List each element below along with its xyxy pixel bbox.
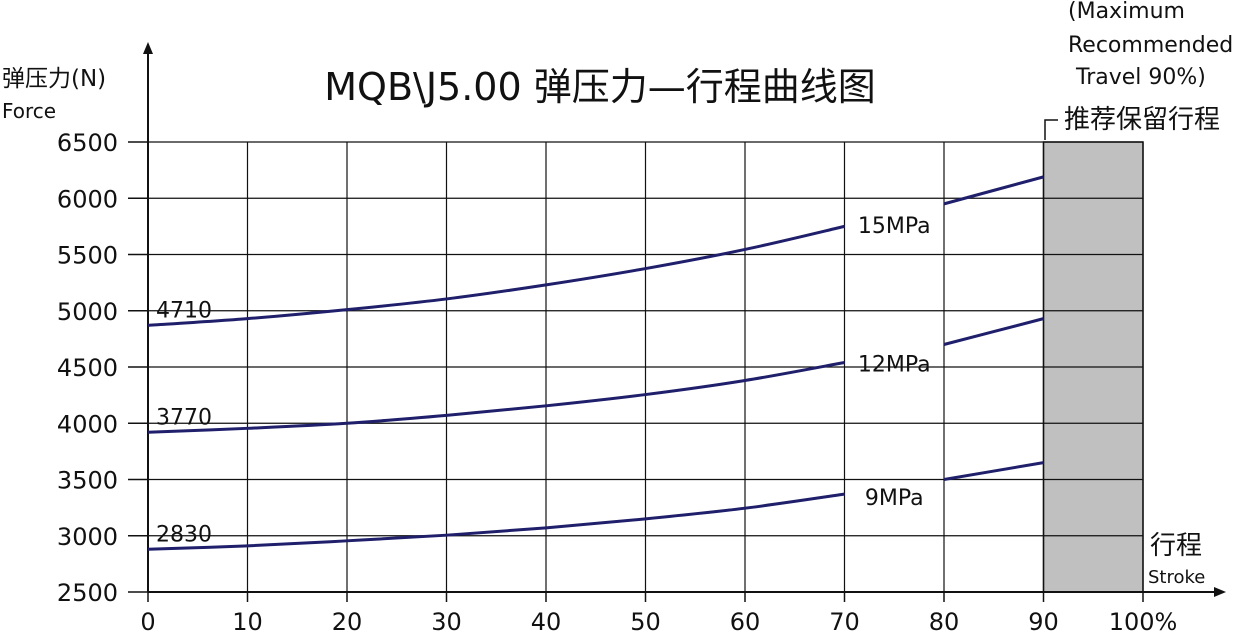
series-start-label: 4710 xyxy=(156,298,212,323)
chart-title: MQB\J5.00 弹压力—行程曲线图 xyxy=(324,65,875,109)
x-tick-label: 30 xyxy=(431,608,462,634)
y-tick-label: 4000 xyxy=(57,410,118,438)
y-axis-label-en: Force xyxy=(2,99,56,123)
y-tick-label: 3500 xyxy=(57,467,118,495)
series-line xyxy=(943,175,1044,206)
series-start-label: 2830 xyxy=(156,522,212,547)
y-tick-label: 6000 xyxy=(57,185,118,213)
y-tick-label: 2500 xyxy=(57,579,118,607)
x-tick-label: 90 xyxy=(1028,608,1059,634)
reserve-label: 推荐保留行程 xyxy=(1064,105,1220,135)
y-tick-label: 6500 xyxy=(57,129,118,157)
reserve-label-leader xyxy=(1044,119,1058,140)
x-tick-label: 70 xyxy=(829,608,860,634)
y-axis-label: 弹压力(N) xyxy=(2,66,106,92)
x-tick-label: 60 xyxy=(730,608,761,634)
x-axis-arrow xyxy=(1214,587,1226,597)
series-name-label: 12MPa xyxy=(858,353,931,378)
series-line xyxy=(943,461,1044,481)
y-tick-label: 5000 xyxy=(57,298,118,326)
series-line xyxy=(147,361,845,434)
series-line xyxy=(147,224,845,327)
series-line xyxy=(943,317,1044,346)
series-line xyxy=(147,492,845,551)
series-name-label: 9MPa xyxy=(865,486,924,511)
y-tick-label: 5500 xyxy=(57,242,118,270)
reserve-note-line-3: Travel 90%) xyxy=(1075,65,1206,90)
y-axis-arrow xyxy=(143,42,153,54)
y-tick-label: 3000 xyxy=(57,523,118,551)
reserve-note-line-1: (Maximum xyxy=(1068,0,1185,24)
y-tick-label: 4500 xyxy=(57,354,118,382)
x-axis-label-en: Stroke xyxy=(1148,567,1205,588)
x-tick-label: 20 xyxy=(332,608,363,634)
x-tick-label: 50 xyxy=(630,608,661,634)
x-tick-label: 10 xyxy=(232,608,263,634)
series-9MPa: 9MPa 2830 xyxy=(147,461,1044,551)
x-axis-label: 行程 xyxy=(1150,531,1202,561)
x-tick-label: 0 xyxy=(140,608,155,634)
x-tick-label: 40 xyxy=(531,608,562,634)
x-tick-label: 100% xyxy=(1109,608,1178,634)
reserve-note-line-2: Recommended xyxy=(1068,33,1233,58)
series-12MPa: 12MPa 3770 xyxy=(147,317,1044,434)
series-name-label: 15MPa xyxy=(858,214,931,239)
series-15MPa: 15MPa 4710 xyxy=(147,175,1044,327)
series-start-label: 3770 xyxy=(156,405,212,430)
x-tick-label: 80 xyxy=(929,608,960,634)
